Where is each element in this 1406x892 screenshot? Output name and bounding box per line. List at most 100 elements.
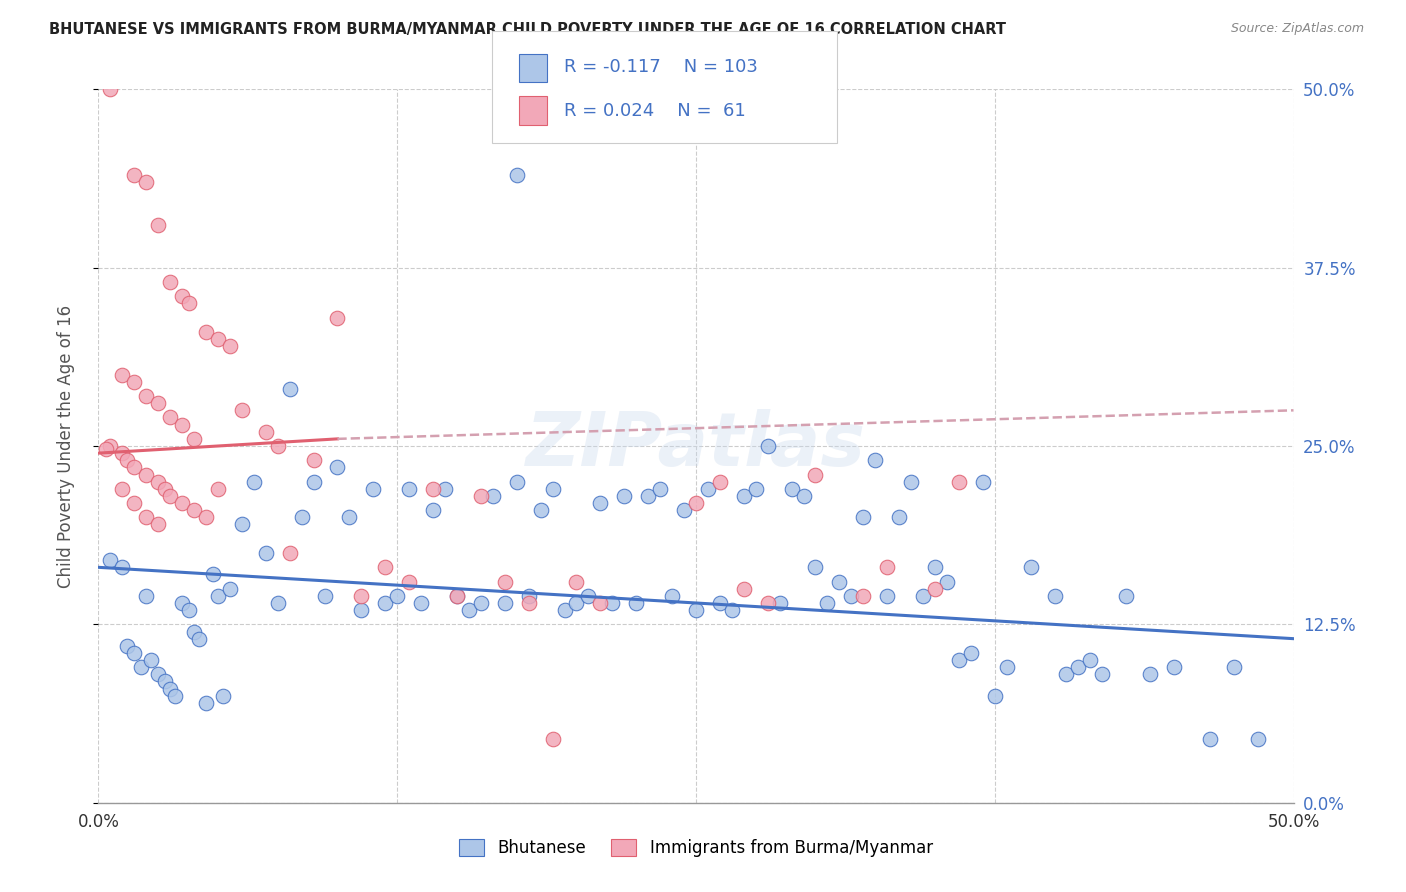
Point bbox=[195, 696, 218, 710]
Point bbox=[517, 589, 540, 603]
Point bbox=[124, 168, 146, 182]
Point bbox=[530, 503, 553, 517]
Point bbox=[267, 439, 290, 453]
Point bbox=[302, 475, 325, 489]
Point bbox=[231, 517, 253, 532]
Point bbox=[1067, 660, 1090, 674]
Point bbox=[135, 510, 157, 524]
Point bbox=[626, 596, 648, 610]
Point bbox=[793, 489, 815, 503]
Text: BHUTANESE VS IMMIGRANTS FROM BURMA/MYANMAR CHILD POVERTY UNDER THE AGE OF 16 COR: BHUTANESE VS IMMIGRANTS FROM BURMA/MYANM… bbox=[49, 22, 1007, 37]
Point bbox=[94, 442, 117, 456]
Point bbox=[179, 296, 201, 310]
Point bbox=[1139, 667, 1161, 681]
Point bbox=[828, 574, 851, 589]
Point bbox=[852, 589, 875, 603]
Point bbox=[155, 482, 177, 496]
Point bbox=[589, 496, 612, 510]
Point bbox=[398, 574, 420, 589]
Point bbox=[148, 667, 170, 681]
Point bbox=[195, 510, 218, 524]
Point bbox=[1199, 731, 1222, 746]
Point bbox=[159, 681, 181, 696]
Point bbox=[195, 325, 218, 339]
Point bbox=[804, 467, 827, 482]
Point bbox=[852, 510, 875, 524]
Point bbox=[148, 218, 170, 232]
Point bbox=[183, 503, 205, 517]
Point bbox=[470, 489, 492, 503]
Point bbox=[924, 582, 946, 596]
Point bbox=[446, 589, 468, 603]
Point bbox=[124, 496, 146, 510]
Point bbox=[733, 489, 755, 503]
Point bbox=[948, 653, 970, 667]
Y-axis label: Child Poverty Under the Age of 16: Child Poverty Under the Age of 16 bbox=[56, 304, 75, 588]
Point bbox=[637, 489, 659, 503]
Point bbox=[506, 168, 529, 182]
Point bbox=[98, 439, 122, 453]
Point bbox=[756, 596, 779, 610]
Point bbox=[434, 482, 457, 496]
Point bbox=[517, 596, 540, 610]
Text: ZIPatlas: ZIPatlas bbox=[526, 409, 866, 483]
Point bbox=[207, 589, 229, 603]
Point bbox=[98, 82, 122, 96]
Point bbox=[1223, 660, 1246, 674]
Point bbox=[422, 503, 444, 517]
Point bbox=[139, 653, 162, 667]
Point bbox=[721, 603, 744, 617]
Point bbox=[179, 603, 201, 617]
Point bbox=[183, 624, 205, 639]
Point bbox=[554, 603, 576, 617]
Point bbox=[363, 482, 385, 496]
Point bbox=[948, 475, 970, 489]
Point bbox=[135, 389, 157, 403]
Point bbox=[326, 460, 349, 475]
Point bbox=[841, 589, 863, 603]
Point bbox=[1163, 660, 1185, 674]
Point bbox=[219, 582, 242, 596]
Point bbox=[685, 603, 707, 617]
Point bbox=[243, 475, 266, 489]
Point bbox=[924, 560, 946, 574]
Point bbox=[960, 646, 983, 660]
Point bbox=[111, 368, 134, 382]
Point bbox=[685, 496, 707, 510]
Point bbox=[148, 517, 170, 532]
Point bbox=[458, 603, 481, 617]
Point bbox=[302, 453, 325, 467]
Legend: Bhutanese, Immigrants from Burma/Myanmar: Bhutanese, Immigrants from Burma/Myanmar bbox=[453, 832, 939, 863]
Point bbox=[889, 510, 911, 524]
Point bbox=[163, 689, 186, 703]
Point bbox=[315, 589, 337, 603]
Point bbox=[565, 596, 588, 610]
Point bbox=[565, 574, 588, 589]
Point bbox=[756, 439, 779, 453]
Text: R = 0.024    N =  61: R = 0.024 N = 61 bbox=[564, 102, 745, 120]
Point bbox=[211, 689, 233, 703]
Point bbox=[650, 482, 672, 496]
Point bbox=[709, 596, 731, 610]
Point bbox=[135, 467, 157, 482]
Point bbox=[1115, 589, 1137, 603]
Point bbox=[155, 674, 177, 689]
Point bbox=[159, 275, 181, 289]
Point bbox=[254, 425, 277, 439]
Point bbox=[326, 310, 349, 325]
Point bbox=[202, 567, 225, 582]
Point bbox=[254, 546, 277, 560]
Point bbox=[494, 596, 516, 610]
Point bbox=[111, 446, 134, 460]
Point bbox=[876, 560, 898, 574]
Point bbox=[506, 475, 529, 489]
Point bbox=[1080, 653, 1102, 667]
Point bbox=[124, 375, 146, 389]
Point bbox=[972, 475, 994, 489]
Point bbox=[1043, 589, 1066, 603]
Point bbox=[673, 503, 696, 517]
Point bbox=[207, 482, 229, 496]
Point bbox=[115, 639, 138, 653]
Point bbox=[115, 453, 138, 467]
Point bbox=[1019, 560, 1042, 574]
